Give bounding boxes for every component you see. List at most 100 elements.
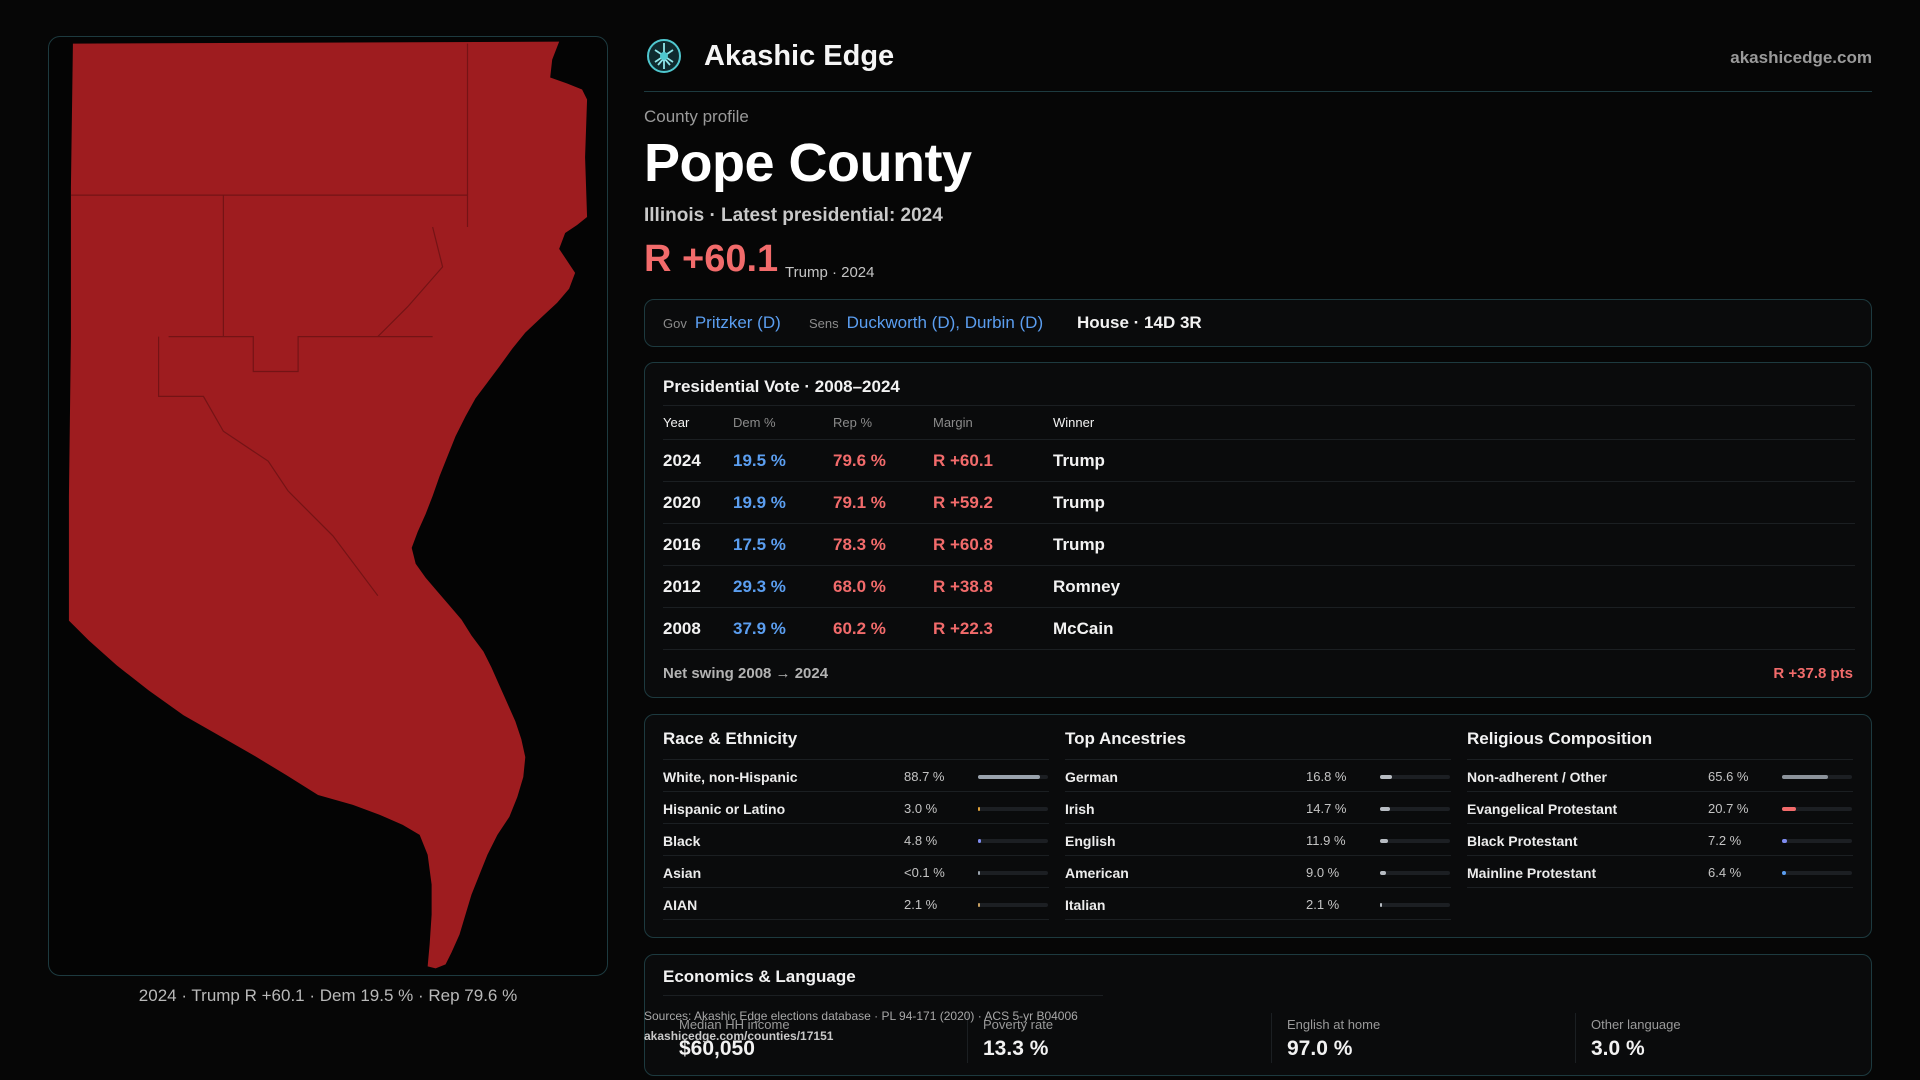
township-lines [70, 43, 469, 597]
list-item[interactable]: English 11.9 % [1065, 824, 1451, 856]
dem-cell: 19.5 % [733, 439, 833, 482]
dem-cell: 19.9 % [733, 481, 833, 524]
percent-bar-fill [1782, 775, 1828, 779]
item-name: English [1065, 833, 1116, 849]
winner-cell: Trump [1053, 439, 1855, 482]
winner-cell: Romney [1053, 565, 1855, 608]
percent-bar-fill [1782, 839, 1787, 843]
table-row[interactable]: 2020 19.9 % 79.1 % R +59.2 Trump [663, 481, 1855, 524]
governor-name[interactable]: Pritzker (D) [694, 313, 781, 332]
list-item[interactable]: Non-adherent / Other 65.6 % [1467, 760, 1853, 792]
headline-margin-note: Trump · 2024 [785, 264, 875, 281]
list-item[interactable]: Asian <0.1 % [663, 856, 1049, 888]
list-item[interactable]: German 16.8 % [1065, 760, 1451, 792]
col-year[interactable]: Year [663, 405, 733, 440]
col-dem[interactable]: Dem % [733, 405, 833, 440]
county-map[interactable] [48, 36, 608, 976]
table-row[interactable]: 2024 19.5 % 79.6 % R +60.1 Trump [663, 439, 1855, 482]
list-item[interactable]: Irish 14.7 % [1065, 792, 1451, 824]
senators: Sens Duckworth (D), Durbin (D) [809, 313, 1043, 333]
rep-cell: 78.3 % [833, 523, 933, 566]
winner-cell: Trump [1053, 481, 1855, 524]
senators-names[interactable]: Duckworth (D), Durbin (D) [846, 313, 1044, 332]
table-row[interactable]: 2012 29.3 % 68.0 % R +38.8 Romney [663, 565, 1855, 608]
stat-value: 97.0 % [1287, 1037, 1353, 1060]
percent-bar-track [1782, 839, 1852, 843]
rep-cell: 79.6 % [833, 439, 933, 482]
year-cell: 2012 [663, 565, 733, 608]
stat-label: Median HH income [679, 1017, 790, 1032]
col-rep[interactable]: Rep % [833, 405, 933, 440]
page-title: Pope County [644, 133, 972, 193]
percent-bar-track [1782, 807, 1852, 811]
list-item[interactable]: Black 4.8 % [663, 824, 1049, 856]
table-header-row: Year Dem % Rep % Margin Winner [663, 405, 1855, 440]
col-winner[interactable]: Winner [1053, 405, 1855, 440]
governor: Gov Pritzker (D) [663, 313, 781, 333]
table-row[interactable]: 2016 17.5 % 78.3 % R +60.8 Trump [663, 523, 1855, 566]
officials-bar: Gov Pritzker (D) Sens Duckworth (D), Durbi… [644, 299, 1872, 347]
percent-bar-fill [1380, 871, 1386, 875]
site-url-link[interactable]: akashicedge.com [1730, 48, 1872, 67]
county-permalink[interactable]: akashicedge.com/counties/17151 [644, 1029, 834, 1043]
percent-bar-fill [978, 775, 1040, 779]
item-name: AIAN [663, 897, 698, 913]
percent-bar-track [1380, 871, 1450, 875]
percent-bar-track [978, 775, 1048, 779]
stat-label: English at home [1287, 1017, 1381, 1032]
page-eyebrow: County profile [644, 107, 749, 126]
percent-bar-track [1380, 807, 1450, 811]
header: Akashic Edge akashicedge.com [644, 36, 1872, 92]
item-percent: 9.0 % [1306, 865, 1340, 880]
margin-cell: R +38.8 [933, 565, 1053, 608]
stat-divider [1271, 1013, 1272, 1063]
compass-tree-logo-icon[interactable] [646, 38, 682, 74]
winner-cell: Trump [1053, 523, 1855, 566]
headline-margin: R +60.1 [644, 238, 779, 280]
house-delegation: House · 14D 3R [1077, 313, 1202, 332]
net-swing-value: R +37.8 pts [1773, 665, 1853, 682]
list-item[interactable]: AIAN 2.1 % [663, 888, 1049, 920]
county-shape[interactable] [68, 41, 588, 969]
item-name: Black [663, 833, 701, 849]
item-name: Black Protestant [1467, 833, 1578, 849]
dem-cell: 29.3 % [733, 565, 833, 608]
percent-bar-fill [1782, 807, 1796, 811]
list-item[interactable]: Hispanic or Latino 3.0 % [663, 792, 1049, 824]
item-name: Italian [1065, 897, 1106, 913]
margin-cell: R +60.1 [933, 439, 1053, 482]
list-item[interactable]: Evangelical Protestant 20.7 % [1467, 792, 1853, 824]
presidential-title: Presidential Vote · 2008–2024 [663, 377, 900, 396]
table-row[interactable]: 2008 37.9 % 60.2 % R +22.3 McCain [663, 607, 1855, 650]
county-map-svg [68, 41, 588, 969]
percent-bar-fill [978, 807, 980, 811]
item-percent: 4.8 % [904, 833, 938, 848]
winner-cell: McCain [1053, 607, 1855, 650]
item-percent: 14.7 % [1306, 801, 1347, 816]
list-item[interactable]: White, non-Hispanic 88.7 % [663, 760, 1049, 792]
percent-bar-fill [1380, 807, 1390, 811]
item-percent: 2.1 % [1306, 897, 1340, 912]
item-percent: 20.7 % [1708, 801, 1749, 816]
brand-name[interactable]: Akashic Edge [704, 40, 895, 72]
percent-bar-fill [1380, 839, 1388, 843]
percent-bar-track [1380, 903, 1450, 907]
margin-cell: R +60.8 [933, 523, 1053, 566]
col-margin[interactable]: Margin [933, 405, 1053, 440]
list-item[interactable]: Black Protestant 7.2 % [1467, 824, 1853, 856]
margin-cell: R +22.3 [933, 607, 1053, 650]
item-percent: 16.8 % [1306, 769, 1347, 784]
religion-section: Religious Composition Non-adherent / Oth… [1467, 715, 1853, 939]
list-item[interactable]: American 9.0 % [1065, 856, 1451, 888]
list-item[interactable]: Mainline Protestant 6.4 % [1467, 856, 1853, 888]
presidential-vote-panel: Presidential Vote · 2008–2024 Year Dem %… [644, 362, 1872, 698]
demographics-panel: Race & Ethnicity White, non-Hispanic 88.7… [644, 714, 1872, 938]
percent-bar-fill [978, 903, 980, 907]
item-percent: 2.1 % [904, 897, 938, 912]
list-item[interactable]: Italian 2.1 % [1065, 888, 1451, 920]
dem-cell: 17.5 % [733, 523, 833, 566]
item-percent: 11.9 % [1306, 833, 1346, 848]
percent-bar-track [978, 807, 1048, 811]
year-cell: 2008 [663, 607, 733, 650]
year-cell: 2020 [663, 481, 733, 524]
